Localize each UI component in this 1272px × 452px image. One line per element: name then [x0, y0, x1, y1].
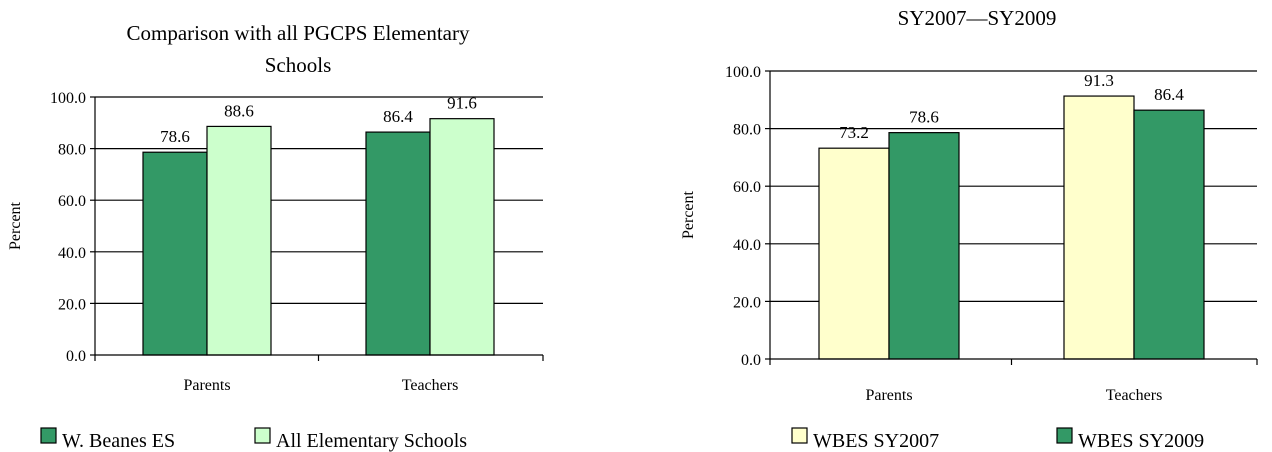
data-label: 86.4	[383, 107, 413, 126]
legend-entry: WBES SY2007	[813, 430, 939, 452]
data-label: 88.6	[224, 101, 254, 120]
y-tick-label: 0.0	[66, 348, 86, 365]
y-tick-label: 60.0	[58, 193, 86, 210]
y-tick-label: 0.0	[741, 352, 761, 369]
y-axis-label: Percent	[680, 190, 697, 239]
data-label: 78.6	[160, 127, 190, 146]
x-category-label: Parents	[183, 377, 230, 394]
y-tick-label: 100.0	[50, 90, 86, 107]
legend-entry: W. Beanes ES	[62, 430, 175, 452]
legend-entry: All Elementary Schools	[276, 430, 467, 452]
data-label: 78.6	[909, 108, 939, 127]
y-tick-label: 40.0	[733, 237, 761, 254]
legend-swatch	[254, 427, 271, 444]
x-category-label: Teachers	[1106, 387, 1163, 404]
bar-teachers-series-1	[365, 131, 431, 356]
data-label: 91.6	[447, 94, 477, 113]
bar-teachers-series-2	[1133, 109, 1205, 360]
data-label: 86.4	[1154, 85, 1184, 104]
x-category-label: Teachers	[402, 377, 459, 394]
y-tick-label: 20.0	[733, 294, 761, 311]
legend-swatch	[1056, 427, 1073, 444]
legend-entry: WBES SY2009	[1078, 430, 1204, 452]
y-tick-label: 80.0	[733, 122, 761, 139]
bar-parents-series-1	[142, 151, 208, 356]
bar-teachers-series-1	[1063, 95, 1135, 360]
chart-2: SY2007—SY2009 0.0 20.0 40.0 60.0 80.0 100.0 Per…	[680, 6, 1258, 452]
y-tick-label: 40.0	[58, 245, 86, 262]
y-tick-label: 60.0	[733, 179, 761, 196]
y-tick-label: 100.0	[725, 64, 761, 81]
chart-title-line: SY2007—SY2009	[898, 6, 1057, 30]
legend-swatch	[40, 427, 57, 444]
y-tick-label: 20.0	[58, 296, 86, 313]
y-axis-label: Percent	[7, 201, 24, 250]
legend-swatch	[791, 427, 808, 444]
bar-parents-series-2	[206, 125, 272, 356]
x-category-label: Parents	[865, 387, 912, 404]
data-label: 91.3	[1084, 71, 1114, 90]
data-label: 73.2	[839, 123, 869, 142]
bar-parents-series-1	[818, 147, 890, 360]
chart-title-line: Comparison with all PGCPS Elementary	[127, 21, 470, 45]
bar-teachers-series-2	[429, 118, 495, 356]
y-tick-label: 80.0	[58, 142, 86, 159]
chart-title-line: Schools	[265, 53, 332, 77]
chart-1: Comparison with all PGCPS Elementary Scho…	[7, 21, 544, 452]
bar-parents-series-2	[888, 132, 960, 360]
